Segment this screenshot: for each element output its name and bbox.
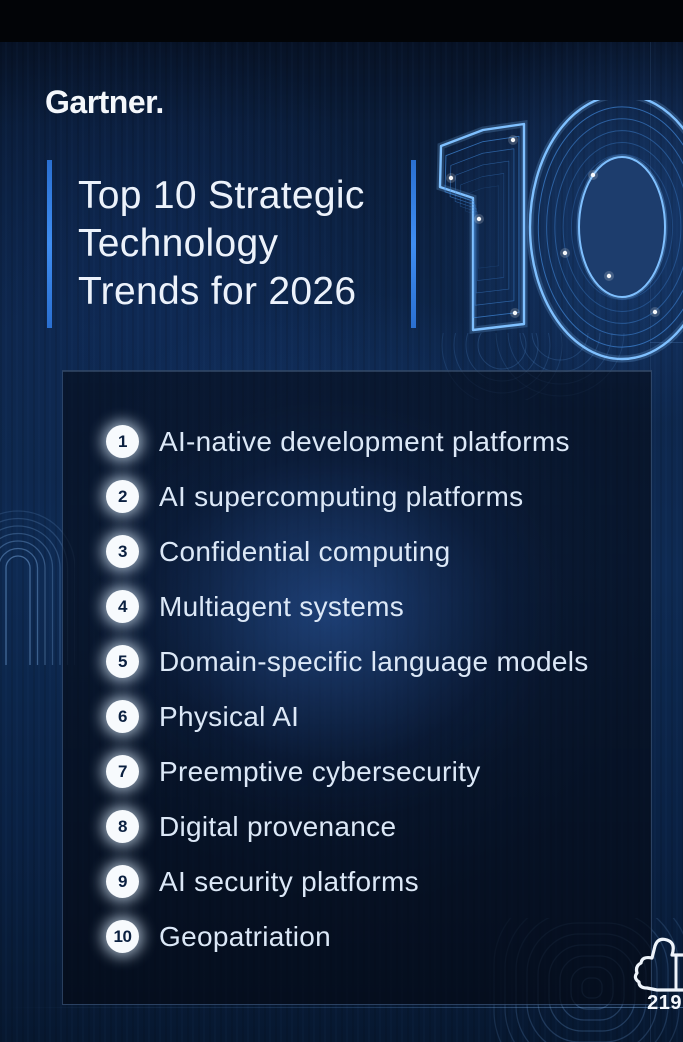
trend-label: Confidential computing <box>159 535 451 567</box>
like-button[interactable]: 219 <box>630 928 683 1018</box>
list-item: 10 Geopatriation <box>106 920 633 953</box>
trend-list: 1 AI-native development platforms 2 AI s… <box>106 425 633 975</box>
list-item: 7 Preemptive cybersecurity <box>106 755 633 788</box>
title-line-3: Trends for 2026 <box>78 270 357 313</box>
trend-label: Domain-specific language models <box>159 645 589 677</box>
numeral-0-outline <box>526 100 683 363</box>
list-item: 3 Confidential computing <box>106 535 633 568</box>
list-item: 1 AI-native development platforms <box>106 425 633 458</box>
gartner-logo: Gartner. <box>45 84 164 120</box>
title-accent-bar-left <box>47 160 52 328</box>
list-item: 6 Physical AI <box>106 700 633 733</box>
top-letterbox-bar <box>0 0 683 42</box>
list-item: 2 AI supercomputing platforms <box>106 480 633 513</box>
title-line-2: Technology <box>78 222 279 265</box>
trend-label: Multiagent systems <box>159 590 405 622</box>
rank-badge: 3 <box>106 535 139 568</box>
sparkle-dots <box>446 135 660 318</box>
trend-label: Digital provenance <box>159 810 397 842</box>
rank-badge: 6 <box>106 700 139 733</box>
rank-badge: 2 <box>106 480 139 513</box>
list-item: 8 Digital provenance <box>106 810 633 843</box>
thumbs-up-icon <box>633 937 683 992</box>
trend-label: AI supercomputing platforms <box>159 480 524 512</box>
big-10-graphic <box>436 100 683 400</box>
page-title: Top 10 Strategic Technology Trends for 2… <box>78 172 408 316</box>
list-item: 9 AI security platforms <box>106 865 633 898</box>
title-line-1: Top 10 Strategic <box>78 174 365 217</box>
trend-label: Preemptive cybersecurity <box>159 755 481 787</box>
trend-label: AI-native development platforms <box>159 425 570 457</box>
rank-badge: 9 <box>106 865 139 898</box>
rank-badge: 10 <box>106 920 139 953</box>
rank-badge: 1 <box>106 425 139 458</box>
title-accent-bar-right <box>411 160 416 328</box>
list-item: 5 Domain-specific language models <box>106 645 633 678</box>
list-item: 4 Multiagent systems <box>106 590 633 623</box>
numeral-1-outline <box>436 119 528 334</box>
trends-panel: 1 AI-native development platforms 2 AI s… <box>62 370 652 1005</box>
like-count: 219 <box>647 992 682 1014</box>
rank-badge: 4 <box>106 590 139 623</box>
rank-badge: 7 <box>106 755 139 788</box>
rank-badge: 5 <box>106 645 139 678</box>
trend-label: Physical AI <box>159 700 300 732</box>
trend-label: Geopatriation <box>159 920 332 952</box>
background-grid-hline <box>0 1007 683 1008</box>
trend-label: AI security platforms <box>159 865 419 897</box>
rank-badge: 8 <box>106 810 139 843</box>
